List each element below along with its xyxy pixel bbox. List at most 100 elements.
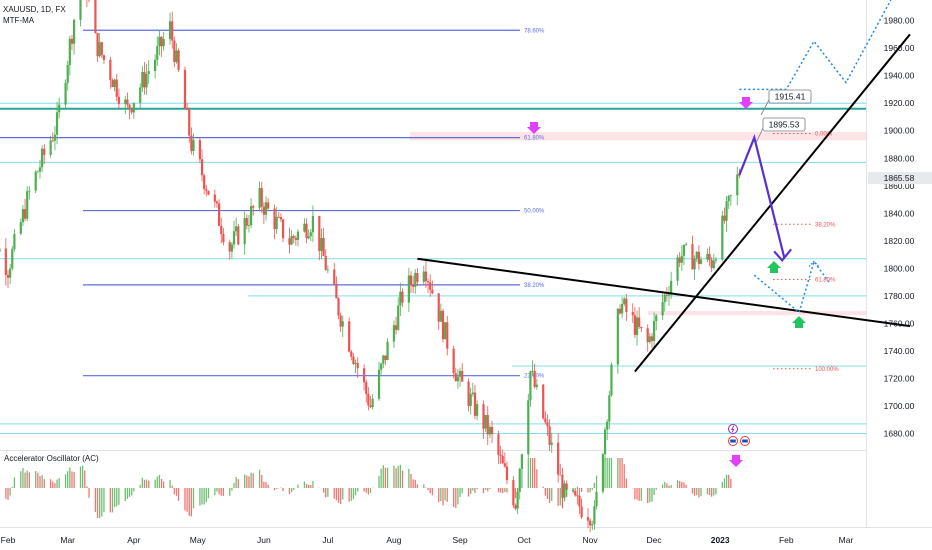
candle-body (322, 237, 325, 256)
y-axis-tick-label: 1680.00 (884, 428, 915, 438)
y-axis-tick-label: 1800.00 (884, 263, 915, 273)
candle-body (28, 190, 31, 192)
candle-body (576, 495, 579, 497)
fib-right-label: 100.00% (815, 367, 839, 373)
candle-body (38, 167, 42, 172)
candle-body (635, 317, 639, 335)
candle-body (290, 236, 293, 245)
candle-body (591, 523, 594, 526)
candle-body (222, 234, 225, 243)
candle-body (638, 317, 641, 327)
candle-body (593, 506, 596, 524)
candle-body (162, 39, 165, 47)
y-axis-tick-label: 1880.00 (884, 153, 915, 163)
candle-body (527, 400, 530, 455)
fib-level-label: 50.00% (524, 209, 545, 215)
candle-body (53, 134, 57, 141)
candle-body (695, 251, 698, 259)
candle-body (367, 393, 370, 406)
fib-level-label: 38.20% (524, 283, 545, 289)
candle-body (736, 174, 739, 196)
candle-body (682, 244, 686, 256)
candle-body (678, 257, 681, 263)
candle-body (192, 140, 195, 152)
candle-body (98, 42, 101, 57)
candle-body (130, 109, 133, 113)
candle-body (111, 80, 114, 87)
candle-body (399, 291, 402, 306)
candle-body (565, 483, 568, 490)
candle-body (362, 368, 366, 383)
candle-body (646, 328, 649, 343)
candle-body (183, 69, 187, 109)
candle-body (247, 225, 251, 226)
candle-body (377, 369, 381, 399)
candle-body (220, 225, 223, 235)
candle-body (232, 231, 236, 245)
candle-body (0, 248, 1, 252)
candle-body (621, 303, 624, 314)
x-axis-tick-label: Nov (583, 535, 599, 545)
candle-body (684, 244, 688, 246)
candle-body (661, 302, 664, 316)
y-axis-tick-label: 1760.00 (884, 318, 915, 328)
candle-body (670, 280, 673, 295)
y-axis-tick-label: 1900.00 (884, 126, 915, 136)
fib-right-label: 38.20% (815, 222, 836, 228)
candle-body (200, 159, 204, 176)
candle-body (277, 216, 280, 218)
candle-body (578, 495, 581, 507)
candle-body (603, 429, 607, 455)
candle-body (535, 384, 538, 388)
x-axis-tick-label: Dec (647, 535, 663, 545)
candle-body (456, 376, 460, 382)
oscillator-sell-arrow-icon (729, 455, 743, 467)
candle-body (721, 215, 724, 260)
candle-body (188, 109, 191, 136)
candle-body (708, 253, 711, 260)
candle-body (574, 490, 577, 496)
candle-body (341, 321, 344, 327)
candle-body (115, 79, 118, 97)
candle-body (64, 82, 67, 105)
candle-body (706, 253, 709, 260)
annotation-box (762, 117, 806, 132)
candle-body (145, 73, 148, 88)
annotation-leader (760, 99, 770, 116)
candle-body (580, 506, 583, 518)
candle-body (94, 0, 97, 34)
candle-body (235, 226, 238, 232)
y-axis-tick-label: 1780.00 (884, 291, 915, 301)
fib-level-label: 78.60% (524, 28, 545, 34)
candle-body (454, 373, 457, 382)
candle-body (41, 148, 44, 168)
candle-body (409, 275, 413, 285)
symbol-title: XAUUSD, 1D, FX (3, 5, 66, 14)
candle-body (21, 209, 25, 223)
dotted-arrowhead (808, 260, 820, 267)
candle-body (469, 394, 472, 406)
candle-body (100, 42, 103, 56)
candle-body (412, 284, 415, 287)
y-axis-tick-label: 1980.00 (884, 16, 915, 26)
candle-body (207, 190, 210, 195)
candle-body (542, 384, 545, 419)
candle-body (392, 325, 396, 342)
lightning-glyph (731, 425, 735, 433)
candle-body (503, 463, 506, 467)
candle-body (160, 36, 163, 47)
flag-glyph (742, 439, 748, 443)
candle-body (36, 171, 39, 173)
candle-body (550, 442, 553, 445)
candle-body (595, 491, 598, 507)
candle-body (557, 442, 560, 475)
candle-body (648, 336, 651, 343)
trend-line (634, 33, 911, 373)
event-lightning-icon (728, 424, 738, 434)
candle-body (616, 308, 619, 365)
candle-body (96, 33, 99, 57)
x-axis-tick-label: Jun (257, 535, 271, 545)
candle-body (273, 208, 276, 230)
candle-body (640, 326, 643, 329)
